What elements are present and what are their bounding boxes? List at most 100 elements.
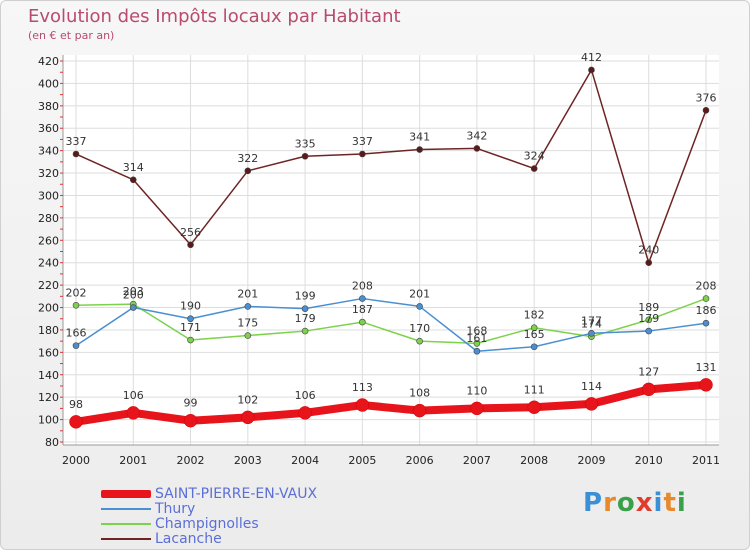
data-label: 335 [295, 137, 316, 150]
data-label: 202 [66, 286, 87, 299]
y-tick-label: 80 [45, 436, 59, 449]
data-point [530, 343, 538, 351]
logo-letter: r [603, 488, 617, 518]
x-tick-label: 2004 [291, 454, 319, 467]
data-label: 170 [409, 322, 430, 335]
data-point [588, 330, 595, 337]
x-tick-label: 2009 [577, 454, 605, 467]
logo-letter: i [653, 488, 664, 518]
y-tick-label: 180 [38, 324, 59, 337]
data-point [527, 400, 541, 415]
data-label: 341 [409, 131, 430, 144]
data-point [359, 318, 366, 326]
data-point [416, 303, 423, 310]
data-label: 182 [524, 309, 545, 322]
logo-letter: x [635, 488, 654, 518]
data-label: 168 [466, 324, 487, 337]
data-point [244, 303, 252, 310]
data-label: 108 [409, 387, 430, 400]
y-tick-label: 420 [38, 55, 59, 68]
data-label: 203 [123, 285, 144, 298]
y-tick-label: 300 [38, 189, 59, 202]
legend-swatch-champignolles [101, 523, 151, 525]
legend-item-saint-pierre-en-vaux: SAINT-PIERRE-EN-VAUX [101, 486, 421, 502]
data-label: 110 [466, 384, 487, 397]
x-tick-label: 2008 [520, 454, 548, 467]
y-tick-label: 240 [38, 257, 59, 270]
y-tick-label: 140 [38, 369, 59, 382]
data-point [244, 167, 252, 175]
data-label: 179 [638, 312, 659, 325]
data-label: 114 [581, 380, 602, 393]
data-label: 200 [123, 289, 144, 302]
legend-swatch-lacanche [101, 538, 151, 540]
legend-swatch-saint-pierre-en-vaux [101, 490, 151, 498]
y-tick-label: 280 [38, 212, 59, 225]
data-point [530, 165, 538, 172]
data-label: 324 [524, 150, 545, 163]
data-label: 337 [66, 135, 87, 148]
data-label: 113 [352, 381, 373, 394]
chart-subtitle: (en € et par an) [28, 29, 115, 42]
data-point [645, 316, 653, 324]
data-point [412, 403, 427, 418]
data-label: 175 [237, 317, 258, 330]
data-label: 99 [184, 397, 198, 410]
data-label: 187 [352, 303, 373, 316]
proxiti-logo: Proxiti [583, 488, 687, 518]
data-label: 161 [466, 332, 487, 345]
data-point [355, 398, 370, 412]
data-point [301, 305, 309, 312]
data-label: 106 [123, 389, 144, 402]
logo-letter: o [616, 488, 636, 518]
x-tick-label: 2011 [692, 454, 720, 467]
data-label: 189 [638, 301, 659, 314]
x-tick-label: 2001 [119, 454, 147, 467]
data-label: 412 [581, 51, 602, 64]
y-tick-label: 340 [38, 145, 59, 158]
legend-item-champignolles: Champignolles [101, 516, 421, 532]
data-point [473, 145, 481, 152]
logo-letter: i [676, 488, 687, 518]
data-point [187, 241, 194, 249]
data-point [359, 295, 366, 302]
y-tick-label: 360 [38, 122, 59, 135]
x-tick-label: 2007 [463, 454, 491, 467]
data-point [641, 382, 656, 397]
data-point [470, 401, 484, 416]
data-point [416, 337, 423, 345]
y-tick-label: 120 [38, 391, 59, 404]
x-tick-label: 2002 [177, 454, 205, 467]
data-point [473, 340, 481, 347]
series-line [75, 297, 707, 352]
series-line [72, 380, 710, 426]
data-label: 174 [581, 318, 602, 331]
legend-label-saint-pierre-en-vaux: SAINT-PIERRE-EN-VAUX [155, 486, 318, 502]
y-tick-label: 160 [38, 346, 59, 359]
data-point [702, 107, 710, 114]
series-line [75, 297, 707, 345]
data-point [187, 315, 194, 323]
data-point [473, 347, 481, 355]
data-label: 337 [352, 135, 373, 148]
data-point [645, 327, 653, 335]
legend-label-champignolles: Champignolles [155, 516, 259, 532]
x-tick-label: 2005 [348, 454, 376, 467]
data-point [129, 304, 137, 311]
data-label: 165 [524, 328, 545, 341]
data-point [584, 397, 599, 411]
data-point [301, 152, 309, 160]
data-point [699, 378, 713, 392]
data-point [645, 259, 653, 267]
x-tick-label: 2003 [234, 454, 262, 467]
data-label: 111 [524, 383, 545, 396]
y-tick-label: 320 [38, 167, 59, 180]
data-label: 190 [180, 300, 201, 313]
data-point [298, 406, 312, 420]
data-point [187, 336, 194, 344]
data-label: 186 [696, 304, 717, 317]
data-point [72, 301, 80, 309]
y-tick-label: 260 [38, 234, 59, 247]
data-point [72, 150, 80, 158]
data-point [359, 150, 366, 158]
